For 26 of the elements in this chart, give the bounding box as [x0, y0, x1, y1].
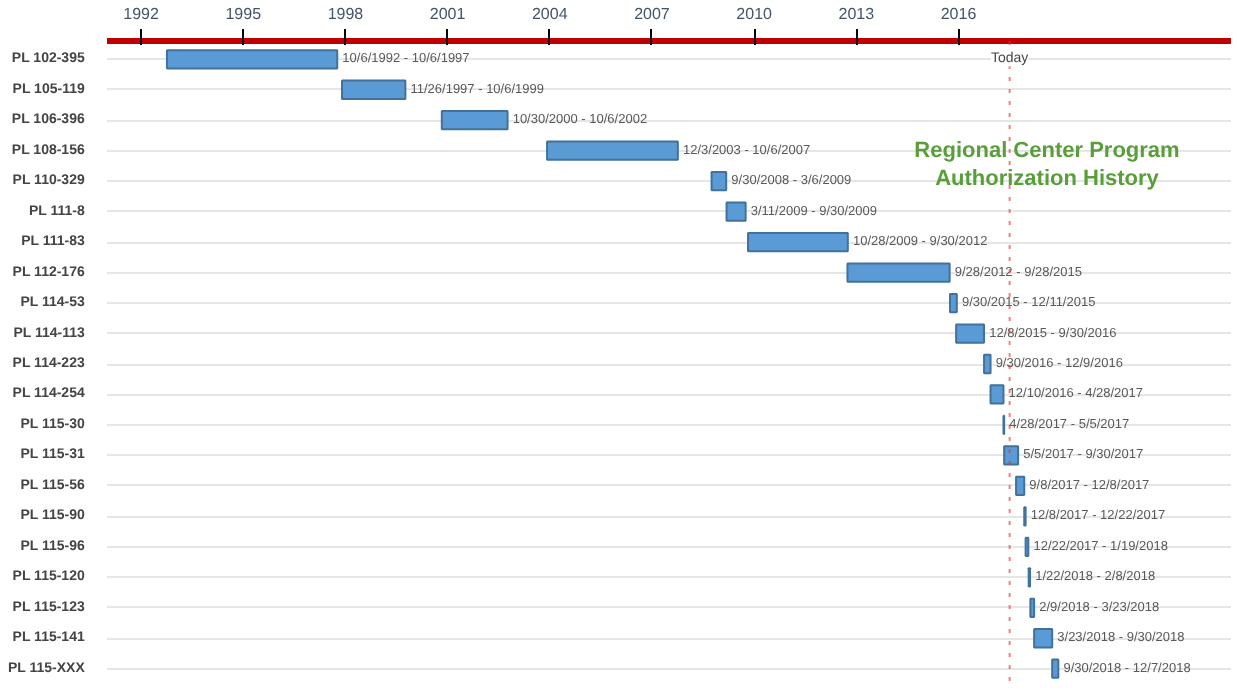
bar [989, 384, 1005, 405]
x-tick-label: 2001 [429, 5, 467, 23]
bar [747, 231, 849, 253]
x-tick-label: 2016 [940, 5, 978, 23]
bar [983, 353, 992, 375]
bar [1051, 658, 1060, 679]
text: Regional Center Program Authorization History [914, 139, 1181, 191]
bar [546, 140, 679, 161]
bar [440, 110, 509, 131]
bar [949, 292, 958, 314]
x-tick-label: 1998 [327, 5, 365, 23]
bar [1015, 475, 1026, 497]
bar [955, 323, 986, 344]
bar [725, 201, 747, 222]
x-tick-label: 1995 [225, 5, 263, 23]
x-tick-label: 2013 [838, 5, 876, 23]
bar [1003, 445, 1020, 466]
bar [165, 49, 339, 70]
bar [846, 262, 951, 283]
bar [710, 171, 728, 192]
bar [341, 79, 407, 100]
x-tick-label: 2007 [634, 5, 671, 23]
bar [1033, 628, 1054, 649]
x-tick-label: 1992 [123, 5, 160, 23]
x-tick-label: 2010 [736, 5, 774, 23]
x-tick-label: 2004 [531, 5, 569, 23]
